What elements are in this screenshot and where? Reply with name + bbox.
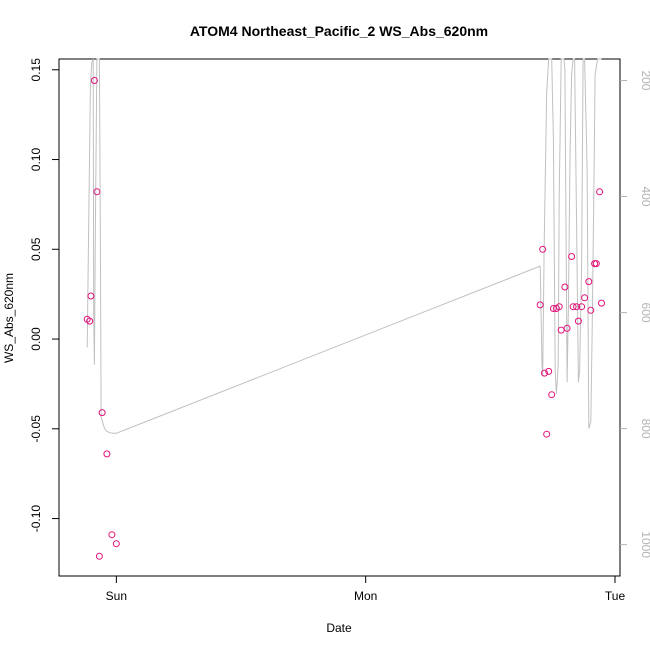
data-point <box>585 278 593 286</box>
data-point <box>563 324 571 332</box>
y-axis-right: 200 400 600 800 1000 <box>620 70 650 558</box>
y-tick-label: 0.05 <box>29 237 43 261</box>
data-point <box>90 77 98 84</box>
x-tick-label: Tue <box>605 589 626 603</box>
data-point <box>95 552 103 560</box>
data-point <box>543 430 551 438</box>
plot-frame <box>58 58 621 577</box>
x-tick-label: Mon <box>354 589 377 603</box>
data-point <box>93 188 101 196</box>
depth-series-line <box>86 58 602 434</box>
data-point <box>112 540 120 548</box>
y-tick-label: 0.00 <box>29 327 43 351</box>
data-point <box>555 303 563 311</box>
data-point <box>596 188 604 196</box>
y-right-tick-label: 600 <box>639 303 650 323</box>
data-point <box>578 303 586 311</box>
x-axis-label: Date <box>326 621 352 635</box>
data-point <box>548 391 556 399</box>
x-axis: Sun Mon Tue <box>106 576 626 603</box>
data-point <box>561 283 569 291</box>
data-point <box>568 253 576 260</box>
data-point <box>581 294 589 302</box>
data-point <box>103 450 111 458</box>
data-point <box>108 531 116 539</box>
data-point <box>545 367 553 375</box>
x-tick-label: Sun <box>106 589 127 603</box>
data-point <box>98 409 106 417</box>
data-point <box>539 245 547 253</box>
data-point <box>87 292 95 300</box>
depth-line-layer <box>86 58 602 434</box>
data-point <box>587 306 595 314</box>
data-point <box>536 301 544 309</box>
data-point <box>86 317 94 325</box>
y-axis-left: 0.15 0.10 0.05 0.00 -0.05 -0.10 <box>29 58 59 532</box>
data-point <box>541 369 548 377</box>
data-point <box>574 317 582 325</box>
y-right-tick-label: 1000 <box>639 531 650 558</box>
data-point <box>592 260 600 268</box>
chart-title: ATOM4 Northeast_Pacific_2 WS_Abs_620nm <box>190 23 488 39</box>
data-point <box>569 303 577 311</box>
y-tick-label: 0.10 <box>29 148 43 172</box>
y-axis-label: WS_Abs_620nm <box>2 273 16 363</box>
y-right-tick-label: 800 <box>639 419 650 439</box>
y-right-tick-label: 400 <box>639 187 650 207</box>
y-right-tick-label: 200 <box>639 70 650 90</box>
data-point <box>598 299 605 307</box>
points-layer <box>83 77 605 560</box>
data-point <box>573 303 581 311</box>
y-tick-label: 0.15 <box>29 58 43 82</box>
y-tick-label: -0.05 <box>29 415 43 443</box>
y-tick-label: -0.10 <box>29 505 43 533</box>
